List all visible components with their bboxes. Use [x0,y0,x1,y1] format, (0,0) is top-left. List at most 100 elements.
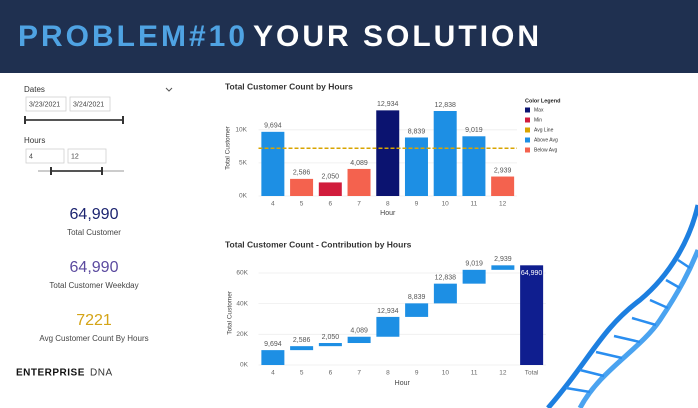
bar [261,131,285,196]
y-tick-label: 0K [240,362,249,369]
dropdown-chevron[interactable] [165,87,173,92]
x-tick-label: Total [525,370,539,377]
value-label: 9,019 [465,127,483,134]
x-tick-label: 4 [271,370,275,377]
value-label: 12,838 [434,102,456,109]
total-bar [520,265,544,365]
x-tick-label: 10 [442,370,450,377]
chart: Total Customer Count by Hours 0K 5K 10K 4 5 6 7… [225,81,561,217]
value-label: 2,586 [293,170,311,177]
waterfall-bar [347,336,371,344]
x-tick-label: 11 [471,201,478,208]
date-start-box[interactable] [25,96,67,112]
bar [491,176,515,196]
chart: Total Customer Count - Contribution by H… [225,239,546,387]
legend-label: Max [534,107,544,113]
legend-swatch [525,107,530,113]
value-label: 12,838 [435,275,457,282]
bar [404,137,428,196]
waterfall-bar [433,283,457,304]
value-label: 4,089 [350,160,368,167]
kpi-label: Avg Customer Count By Hours [39,334,148,343]
x-tick-label: 12 [499,370,507,377]
hour-end-box[interactable] [67,148,107,164]
kpi-label: Total Customer Weekday [49,281,138,290]
hour-start-box[interactable] [25,148,65,164]
y-axis-label: Total Customer [225,125,232,170]
y-axis-label: Total Customer [227,290,234,335]
logo-word2: DNA [90,368,113,379]
bar [433,111,457,196]
value-label: 9,019 [465,261,483,268]
value-label: 9,694 [264,123,282,130]
x-axis-label: Hour [395,380,411,387]
value-label: 4,089 [350,328,368,335]
kpi-value: 64,990 [70,206,119,223]
legend-label: Below Avg [534,147,557,153]
hours-label: Hours [24,136,45,145]
x-tick-label: 7 [357,370,361,377]
value-label: 2,050 [322,334,340,341]
legend-title: Color Legend [525,98,560,104]
y-tick-label: 40K [236,300,248,307]
x-tick-label: 6 [328,201,332,208]
kpi-panel: 64,990 Total Customer 64,990 Total Customer… [39,206,148,343]
chart-title: Total Customer Count by Hours [225,81,353,91]
kpi-label: Total Customer [67,228,121,237]
date-end-box[interactable] [69,96,111,112]
y-tick-label: 10K [235,127,247,134]
legend-swatch [525,137,530,143]
bar [462,136,486,196]
x-tick-label: 9 [415,370,419,377]
value-label: 9,694 [264,341,282,348]
legend-label: Above Avg [534,137,558,143]
x-tick-label: 4 [271,201,275,208]
x-tick-label: 8 [386,370,390,377]
header-band [0,0,698,73]
x-tick-label: 8 [386,201,390,208]
y-tick-label: 60K [236,270,248,277]
waterfall-bar [491,265,515,270]
legend-swatch [525,127,530,133]
bar [290,178,314,196]
y-tick-label: 5K [239,160,248,167]
y-tick-label: 20K [236,331,248,338]
logo-word1: ENTERPRISE [16,368,85,379]
waterfall-bar [261,350,285,365]
value-label: 8,839 [408,128,426,135]
x-tick-label: 5 [300,201,304,208]
value-label: 2,050 [322,173,340,180]
legend-label: Min [534,117,542,123]
x-tick-label: 10 [442,201,450,208]
bar [347,168,371,196]
kpi-value: 64,990 [70,259,119,276]
dna-decoration [546,204,698,408]
y-tick-label: 0K [239,193,248,200]
x-tick-label: 6 [329,370,333,377]
hour-start: 4 [29,153,33,160]
x-axis-label: Hour [380,210,396,217]
value-label: 2,939 [494,256,512,263]
value-label: 8,839 [408,294,426,301]
chart-title: Total Customer Count - Contribution by H… [225,239,412,249]
value-label: 2,586 [293,337,311,344]
waterfall-bar [376,316,400,337]
legend-swatch [525,117,530,123]
x-tick-label: 9 [415,201,419,208]
header-title-2: YOUR SOLUTION [253,20,542,53]
bar [318,182,342,196]
waterfall-bar [318,343,342,347]
x-tick-label: 7 [357,201,361,208]
x-tick-label: 5 [300,370,304,377]
date-start: 3/23/2021 [29,101,60,108]
waterfall-bar [462,269,486,284]
waterfall-bar [405,303,429,317]
value-label: 12,934 [377,308,399,315]
header-title-1: PROBLEM#10 [18,20,248,53]
legend-label: Avg Line [534,127,554,133]
legend-swatch [525,147,530,153]
value-label: 2,939 [494,167,512,174]
value-label: 64,990 [521,270,543,277]
hour-end: 12 [71,153,79,160]
